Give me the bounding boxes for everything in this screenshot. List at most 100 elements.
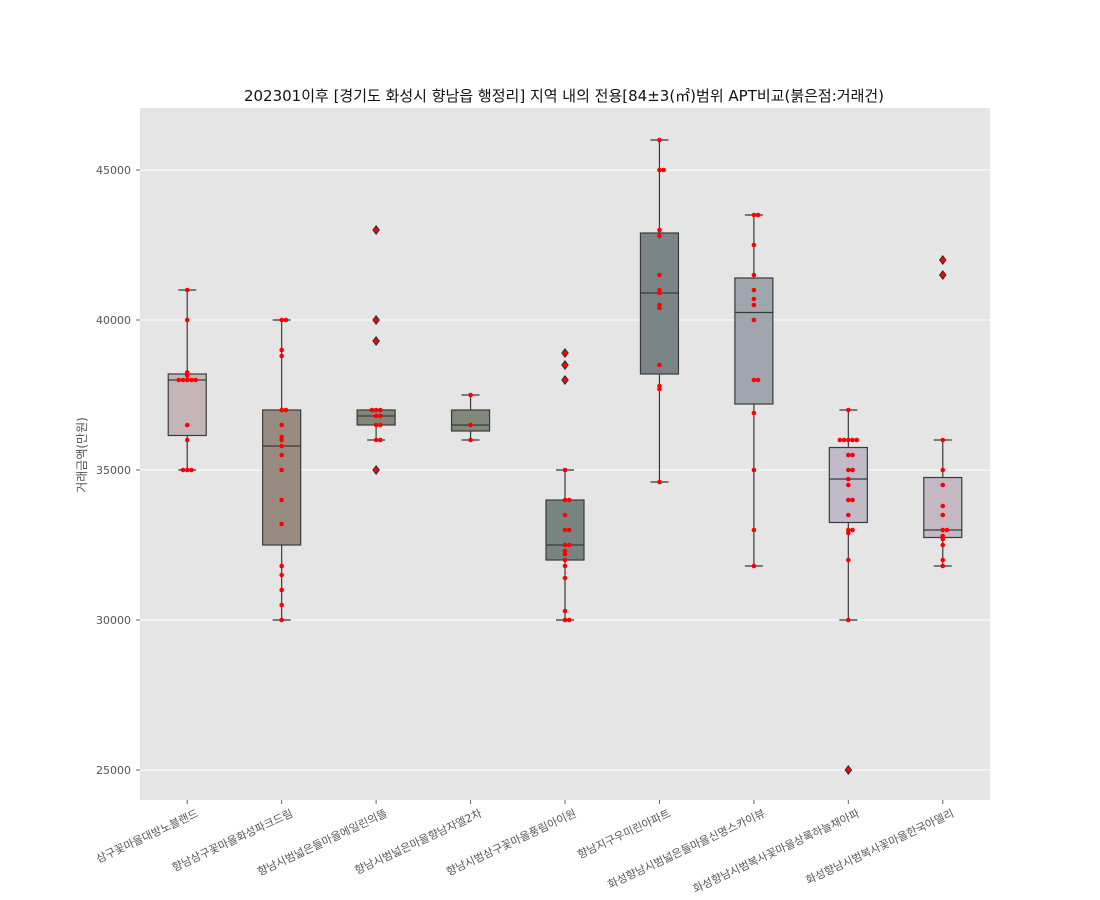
point-3-1 bbox=[373, 467, 379, 473]
point-2-18 bbox=[279, 317, 284, 323]
point-9-3 bbox=[940, 542, 946, 548]
y-tick-label-35000: 35000 bbox=[96, 464, 131, 477]
point-5-5 bbox=[562, 563, 568, 569]
point-5-13 bbox=[562, 512, 568, 518]
point-6-1 bbox=[657, 479, 662, 485]
point-5-16 bbox=[562, 467, 568, 473]
point-1-3 bbox=[180, 467, 186, 473]
point-8-9 bbox=[850, 497, 855, 503]
x-tick-label-9: 화성향남시범복사꽃마을한국아델리 bbox=[804, 807, 956, 887]
point-9-14 bbox=[940, 257, 946, 263]
point-3-3 bbox=[378, 437, 383, 443]
y-axis-label: 거래금액(만원) bbox=[75, 417, 89, 493]
point-2-19 bbox=[283, 317, 289, 323]
point-2-12 bbox=[279, 434, 284, 440]
point-6-10 bbox=[657, 233, 662, 239]
point-5-18 bbox=[562, 362, 568, 368]
point-6-12 bbox=[657, 167, 662, 173]
point-1-1 bbox=[184, 467, 190, 473]
point-9-10 bbox=[940, 482, 946, 488]
x-tick-label-8: 화성향남시범복사꽃마을상록하늘채아파 bbox=[691, 806, 862, 896]
chart-title: 202301이후 [경기도 화성시 향남읍 행정리] 지역 내의 전용[84±3… bbox=[244, 87, 884, 105]
point-8-5 bbox=[846, 527, 851, 533]
point-1-13 bbox=[184, 317, 190, 323]
point-3-5 bbox=[378, 422, 383, 428]
point-7-14 bbox=[755, 212, 761, 218]
point-1-8 bbox=[180, 377, 186, 383]
point-8-21 bbox=[846, 407, 851, 413]
point-5-10 bbox=[566, 542, 572, 548]
point-3-4 bbox=[373, 422, 379, 428]
point-7-2 bbox=[751, 527, 757, 533]
point-1-14 bbox=[184, 287, 190, 293]
point-2-14 bbox=[279, 407, 284, 413]
point-9-1 bbox=[940, 563, 946, 569]
point-5-12 bbox=[566, 527, 572, 533]
point-5-15 bbox=[566, 497, 572, 503]
point-5-6 bbox=[562, 557, 568, 563]
box-4 bbox=[450, 394, 491, 441]
point-3-7 bbox=[378, 413, 383, 419]
point-1-12 bbox=[184, 370, 190, 375]
point-8-16 bbox=[846, 437, 851, 443]
point-2-7 bbox=[279, 497, 284, 503]
point-8-6 bbox=[850, 527, 855, 533]
point-8-20 bbox=[837, 437, 843, 443]
point-6-6 bbox=[657, 302, 662, 308]
y-tick-label-30000: 30000 bbox=[96, 614, 131, 627]
point-8-17 bbox=[850, 437, 855, 443]
point-5-3 bbox=[562, 608, 568, 614]
point-5-9 bbox=[562, 542, 568, 548]
point-2-13 bbox=[279, 422, 284, 428]
point-5-17 bbox=[562, 377, 568, 383]
point-7-4 bbox=[751, 410, 757, 416]
y-axis-ticks: 25000 30000 35000 40000 45000 bbox=[96, 164, 140, 777]
point-9-11 bbox=[940, 467, 946, 473]
point-7-11 bbox=[751, 272, 757, 278]
point-1-9 bbox=[193, 377, 198, 383]
point-6-9 bbox=[657, 272, 662, 278]
point-3-11 bbox=[373, 338, 379, 344]
point-6-13 bbox=[661, 167, 666, 173]
point-9-12 bbox=[940, 437, 946, 443]
point-2-6 bbox=[279, 521, 284, 527]
point-8-14 bbox=[846, 452, 851, 458]
point-7-3 bbox=[751, 467, 757, 473]
point-8-15 bbox=[850, 452, 855, 458]
point-9-7 bbox=[944, 527, 950, 533]
point-8-18 bbox=[841, 437, 847, 443]
point-7-6 bbox=[755, 377, 761, 383]
point-8-8 bbox=[846, 497, 851, 503]
point-7-8 bbox=[751, 302, 757, 308]
point-9-2 bbox=[940, 557, 946, 563]
point-3-12 bbox=[373, 317, 379, 323]
point-7-9 bbox=[751, 296, 757, 302]
point-2-3 bbox=[279, 587, 284, 593]
y-tick-label-25000: 25000 bbox=[96, 764, 131, 777]
point-9-6 bbox=[940, 527, 946, 533]
point-8-10 bbox=[846, 482, 851, 488]
point-2-2 bbox=[279, 602, 284, 608]
point-1-2 bbox=[189, 467, 194, 473]
point-1-7 bbox=[189, 377, 194, 383]
point-6-11 bbox=[657, 227, 662, 233]
point-6-4 bbox=[657, 362, 662, 368]
point-3-10 bbox=[369, 407, 375, 413]
point-5-1 bbox=[562, 617, 568, 623]
y-tick-label-45000: 45000 bbox=[96, 164, 131, 177]
point-3-8 bbox=[373, 407, 379, 413]
point-8-12 bbox=[846, 467, 851, 473]
point-1-10 bbox=[176, 377, 182, 383]
point-5-2 bbox=[566, 617, 572, 623]
point-5-19 bbox=[562, 350, 568, 356]
point-8-2 bbox=[846, 617, 851, 623]
point-8-13 bbox=[850, 467, 855, 473]
point-2-4 bbox=[279, 572, 284, 578]
point-8-7 bbox=[846, 512, 851, 518]
x-tick-label-7: 화성향남시범넓은들마을신명스카이뷰 bbox=[606, 807, 767, 891]
boxes bbox=[167, 139, 963, 775]
point-5-8 bbox=[562, 548, 568, 554]
x-axis-ticks: 삼구꽃마을대방노블랜드향남삼구꽃마을화성파크드림향남시범넓은들마을에일린의뜰향남… bbox=[94, 800, 956, 896]
point-3-9 bbox=[378, 407, 383, 413]
point-1-4 bbox=[184, 437, 190, 443]
